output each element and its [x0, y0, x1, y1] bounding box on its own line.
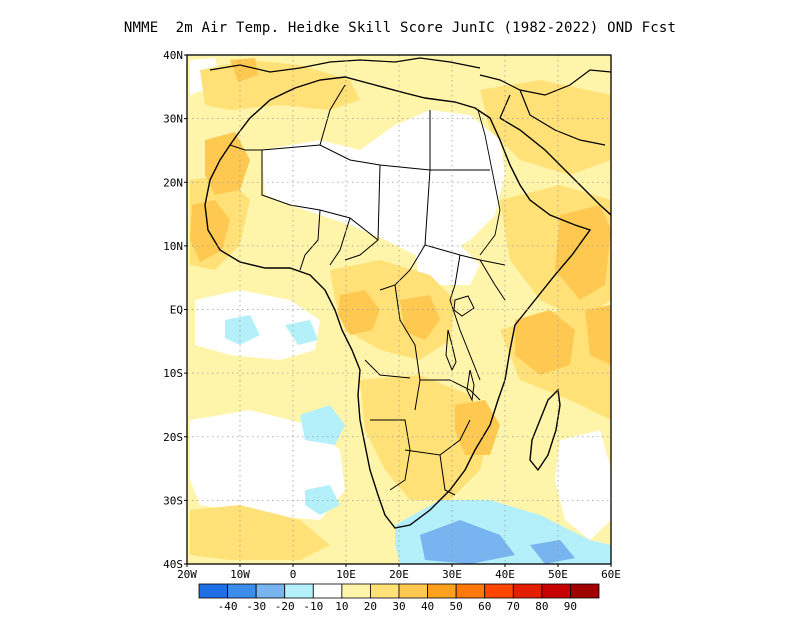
colorbar	[198, 583, 600, 599]
colorbar-label: 10	[335, 600, 348, 613]
field-lightblue-atlantic-1	[300, 405, 345, 445]
lat-tick-label: 10S	[163, 367, 183, 380]
field-deep-orange-somalia	[555, 205, 611, 300]
lat-tick-label: 20N	[163, 176, 183, 189]
colorbar-swatch	[512, 583, 543, 599]
lon-tick-label: 60E	[601, 568, 621, 581]
lon-tick-label: 10E	[336, 568, 356, 581]
colorbar-label: -40	[218, 600, 238, 613]
colorbar-label: -30	[246, 600, 266, 613]
field-white-central	[415, 245, 480, 285]
field-deep-orange-congo	[338, 290, 380, 335]
country-borders	[229, 84, 506, 496]
field-midblue-south-1	[420, 520, 515, 564]
mediterranean-coast	[209, 57, 481, 73]
lon-tick-label: 20W	[177, 568, 197, 581]
field-deep-orange-tanzania	[400, 295, 440, 340]
lake-victoria	[453, 295, 475, 317]
lon-tick-label: 10W	[230, 568, 250, 581]
colorbar-swatch	[370, 583, 400, 599]
field-orange-southwest	[190, 505, 330, 560]
field-white-mid-atlantic	[195, 290, 320, 360]
colorbar-swatch	[255, 583, 286, 599]
colorbar-labels: -40 -30 -20 -10 10 20 30 40 50 60 70 80 90	[218, 600, 577, 613]
colorbar-swatch	[427, 583, 457, 599]
lat-tick-label: 10N	[163, 240, 183, 253]
colorbar-swatch	[570, 583, 600, 599]
field-orange-northeast	[480, 80, 611, 175]
longitude-labels: 20W 10W 0 10E 20E 30E 40E 50E 60E	[177, 564, 621, 581]
lon-tick-label: 30E	[442, 568, 462, 581]
lat-tick-label: 20S	[163, 431, 183, 444]
colorbar-swatch	[398, 583, 428, 599]
field-deep-orange-west	[190, 200, 230, 262]
lat-tick-label: 30S	[163, 494, 183, 507]
gridlines	[187, 55, 611, 564]
colorbar-swatch	[484, 583, 514, 599]
colorbar-label: 90	[564, 600, 577, 613]
colorbar-swatch	[198, 583, 228, 599]
colorbar-swatch	[541, 583, 571, 599]
colorbar-swatch	[455, 583, 486, 599]
colorbar-label: -10	[303, 600, 323, 613]
field-lightblue-atlantic-3	[225, 315, 260, 345]
colorbar-label: 40	[421, 600, 434, 613]
latitude-labels: 40N 30N 20N 10N EQ 10S 20S 30S 40S	[163, 49, 187, 571]
lon-tick-label: 50E	[548, 568, 568, 581]
colorbar-label: 70	[507, 600, 520, 613]
lon-tick-label: 20E	[389, 568, 409, 581]
nile-river	[477, 109, 501, 256]
lat-tick-label: 40S	[163, 558, 183, 571]
field-white-indian	[555, 430, 611, 540]
madagascar-coastline	[529, 388, 561, 472]
colorbar-label: 30	[392, 600, 405, 613]
colorbar-swatch	[227, 583, 257, 599]
africa-coastline	[204, 76, 592, 529]
colorbar-swatch	[312, 583, 343, 599]
colorbar-label: 20	[364, 600, 377, 613]
lat-tick-label: EQ	[170, 304, 183, 317]
colorbar-label: 50	[450, 600, 463, 613]
map-title: NMME 2m Air Temp. Heidke Skill Score Jun…	[123, 20, 677, 36]
colorbar-swatch	[284, 583, 314, 599]
lat-tick-label: 30N	[163, 113, 183, 126]
colorbar-swatch	[341, 583, 371, 599]
lon-tick-label: 0	[290, 568, 297, 581]
arabia-coastline	[499, 117, 611, 216]
colorbar-label: -20	[275, 600, 295, 613]
field-deep-orange-mozambique	[455, 400, 500, 455]
colorbar-label: 60	[478, 600, 491, 613]
field-deep-orange-eq-east	[585, 305, 611, 365]
lon-tick-label: 40E	[495, 568, 515, 581]
lake-malawi	[466, 369, 475, 402]
lat-tick-label: 40N	[163, 49, 183, 62]
field-midblue-south-2	[530, 540, 575, 564]
field-deep-orange-north-small	[230, 58, 258, 82]
field-deep-orange-indian	[515, 310, 575, 375]
lake-tanganyika	[445, 329, 457, 372]
colorbar-label: 80	[535, 600, 548, 613]
